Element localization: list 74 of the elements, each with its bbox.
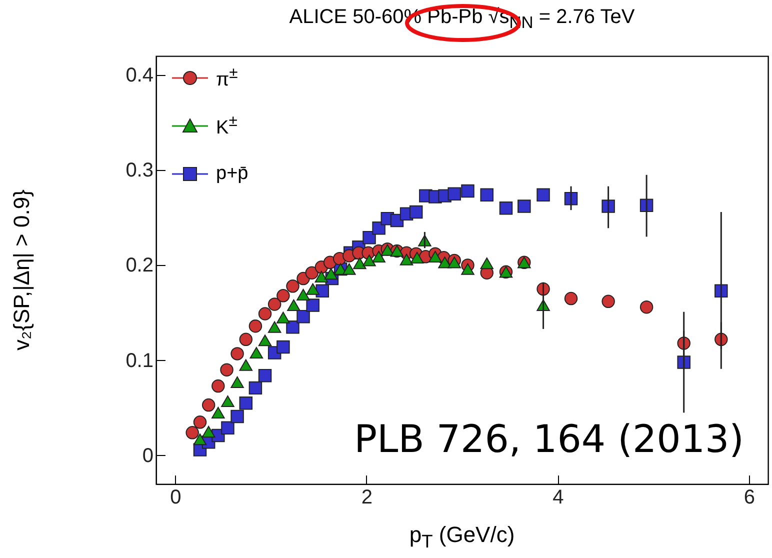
legend-label: π$^{±}$	[216, 64, 238, 92]
point	[276, 289, 290, 302]
point	[221, 395, 234, 408]
y-tick-label: 0.2	[126, 254, 154, 277]
point	[461, 184, 474, 198]
point	[239, 332, 253, 346]
point	[286, 280, 300, 293]
point	[221, 421, 234, 435]
point	[400, 254, 414, 266]
y-tick-label: 0.3	[126, 160, 154, 182]
y-tick-label: 0.1	[126, 350, 154, 372]
point	[362, 231, 376, 244]
y-axis-title: v₂{SP,|Δη| > 0.9}	[9, 190, 35, 350]
point	[305, 266, 318, 280]
point	[410, 252, 424, 264]
point	[239, 359, 253, 371]
point	[362, 254, 376, 266]
y-tick-label: 0.4	[126, 64, 154, 87]
point	[258, 307, 272, 320]
legend-label: K$^{±}$	[216, 112, 238, 140]
point	[518, 200, 531, 213]
point	[602, 294, 615, 308]
point	[268, 298, 282, 311]
x-tick-label: 2	[361, 486, 372, 508]
point	[212, 406, 225, 418]
point	[314, 270, 328, 282]
point	[296, 288, 310, 301]
point	[287, 299, 300, 311]
point	[276, 340, 290, 354]
point	[306, 298, 320, 312]
point	[220, 363, 234, 376]
point	[202, 426, 216, 438]
point	[640, 300, 654, 314]
point	[536, 188, 550, 202]
point	[428, 250, 442, 262]
x-tick-label: 6	[744, 486, 755, 508]
point	[448, 256, 461, 268]
point	[230, 410, 244, 424]
x-tick-label: 0	[170, 486, 182, 508]
annotation: PLB 726, 164 (2013)	[354, 417, 744, 461]
point	[248, 381, 262, 395]
point	[258, 334, 272, 346]
point	[461, 263, 474, 275]
point	[480, 258, 494, 270]
point	[202, 398, 216, 412]
point	[372, 222, 386, 235]
point	[258, 368, 272, 382]
point	[276, 312, 290, 324]
point	[286, 320, 300, 334]
point	[193, 433, 207, 446]
point	[324, 268, 338, 280]
point	[306, 283, 320, 295]
point	[230, 376, 244, 388]
point	[342, 263, 356, 275]
point	[250, 346, 264, 359]
point	[296, 310, 310, 324]
point	[480, 188, 494, 202]
point	[230, 347, 244, 360]
point	[248, 320, 262, 333]
point	[372, 250, 386, 262]
point	[239, 396, 253, 410]
point	[448, 187, 461, 201]
point	[268, 321, 282, 333]
point	[409, 205, 423, 219]
point	[186, 426, 199, 440]
point	[499, 202, 513, 215]
x-axis-title: p$_{T}$ (GeV/c)	[408, 522, 516, 552]
point	[193, 416, 207, 429]
point	[564, 292, 578, 306]
y-tick-label: 0	[142, 444, 154, 467]
point	[212, 379, 225, 393]
point	[353, 258, 366, 270]
legend-label: p+p̄	[216, 163, 248, 185]
x-tick-label: 4	[552, 486, 564, 508]
